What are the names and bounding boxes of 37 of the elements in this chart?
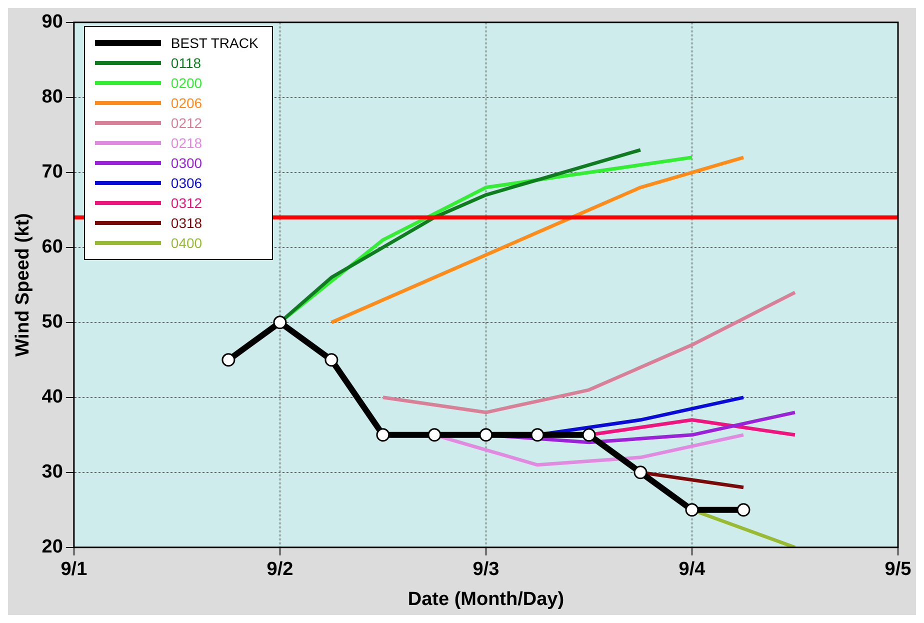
x-tick-label: 9/3 [472,559,500,580]
point [530,428,544,442]
point [324,353,338,367]
legend-label: 0300 [170,155,202,172]
legend-label: 0306 [170,175,202,192]
y-tick-label: 40 [42,386,63,408]
legend-label: 0206 [170,95,202,112]
point [273,316,287,330]
x-tick-label: 9/4 [678,559,706,580]
y-tick-label: 30 [42,462,63,483]
point [428,428,442,442]
point [582,428,596,442]
y-tick-label: 20 [42,536,63,558]
point [736,503,750,517]
legend-label: 0400 [170,235,202,252]
point [222,353,236,367]
point [479,428,493,442]
point [685,503,699,517]
y-tick-label: 50 [42,312,63,333]
legend-label: 0318 [170,215,202,232]
legend-label: BEST TRACK [170,35,258,52]
point [376,428,390,442]
legend-label: 0218 [170,135,202,152]
legend-label: 0312 [170,195,202,212]
y-axis-title: Wind Speed (kt) [12,213,34,357]
legend-label: 0200 [170,75,202,92]
y-tick-label: 60 [42,236,63,258]
legend-label: 0212 [170,115,202,132]
x-axis-title: Date (Month/Day) [408,588,564,610]
point [634,466,648,480]
y-tick-label: 80 [42,86,63,108]
y-tick-label: 90 [42,12,63,33]
x-tick-label: 9/2 [266,559,294,580]
legend-label: 0118 [170,55,202,72]
x-tick-label: 9/1 [60,559,88,580]
y-tick-label: 70 [42,162,63,183]
x-tick-label: 9/5 [884,559,912,580]
